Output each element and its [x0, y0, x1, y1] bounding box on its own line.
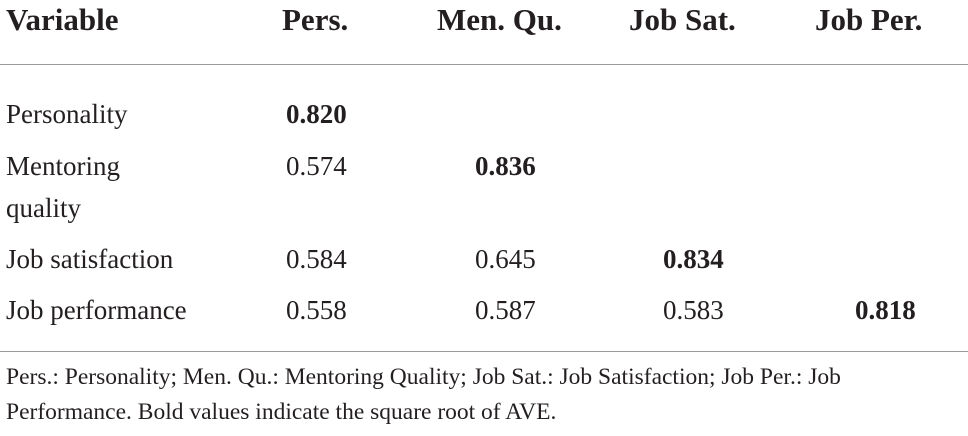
cell-value — [815, 238, 968, 289]
cell-value — [815, 65, 968, 146]
discriminant-validity-table: Variable Pers. Men. Qu. Job Sat. Job Per… — [0, 0, 968, 352]
cell-value: 0.645 — [475, 244, 536, 274]
cell-value: 0.834 — [663, 244, 724, 274]
row-label-job-satisfaction: Job satisfaction — [6, 244, 174, 274]
header-pers: Pers. — [282, 2, 349, 37]
table-row: Mentoring quality 0.574 0.836 — [0, 145, 968, 238]
table-row: Personality 0.820 — [0, 65, 968, 146]
row-label-personality: Personality — [6, 99, 128, 129]
table-row: Job performance 0.558 0.587 0.583 0.818 — [0, 289, 968, 352]
header-variable: Variable — [6, 2, 119, 37]
row-label-job-performance: Job performance — [6, 295, 187, 325]
cell-value — [625, 65, 815, 146]
cell-value: 0.820 — [286, 99, 347, 129]
cell-value: 0.583 — [663, 295, 724, 325]
cell-value — [815, 145, 968, 238]
cell-value — [435, 65, 625, 146]
cell-value: 0.587 — [475, 295, 536, 325]
table-footnote: Pers.: Personality; Men. Qu.: Mentoring … — [6, 364, 841, 425]
header-job-sat: Job Sat. — [629, 2, 736, 37]
row-label-mentoring-quality: Mentoring quality — [6, 151, 120, 223]
table-header-row: Variable Pers. Men. Qu. Job Sat. Job Per… — [0, 0, 968, 65]
header-men-qu: Men. Qu. — [437, 2, 562, 37]
cell-value: 0.818 — [855, 295, 916, 325]
table-row: Job satisfaction 0.584 0.645 0.834 — [0, 238, 968, 289]
cell-value: 0.558 — [286, 295, 347, 325]
cell-value — [625, 145, 815, 238]
cell-value: 0.574 — [286, 151, 347, 181]
correlation-table-container: Variable Pers. Men. Qu. Job Sat. Job Per… — [0, 0, 968, 352]
cell-value: 0.836 — [475, 151, 536, 181]
header-job-per: Job Per. — [815, 2, 923, 37]
cell-value: 0.584 — [286, 244, 347, 274]
